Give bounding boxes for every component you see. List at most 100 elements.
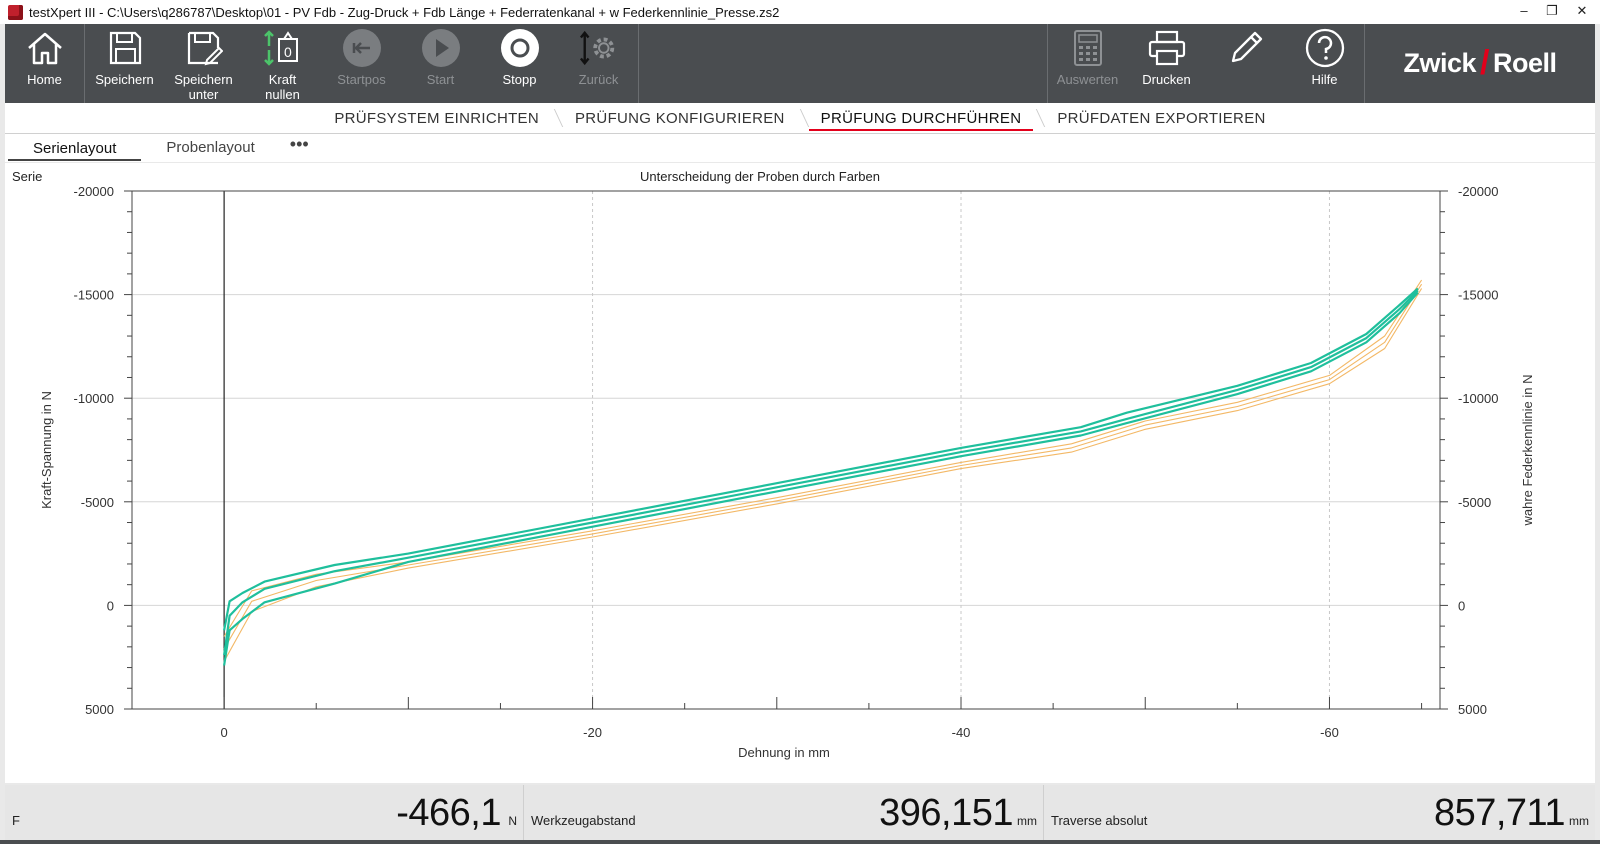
home-icon xyxy=(25,28,65,68)
x-tick-label: -20 xyxy=(583,725,602,740)
zero-force-button[interactable]: 0 Kraft nullen xyxy=(243,24,322,103)
maximize-button[interactable]: ❐ xyxy=(1546,3,1558,18)
status-force-cell: F -466,1 N xyxy=(5,785,524,840)
back-button[interactable]: Zurück xyxy=(559,24,638,103)
x-tick-label: -60 xyxy=(1320,725,1339,740)
brand-left: Zwick xyxy=(1403,48,1477,78)
y2-tick-label: -20000 xyxy=(1458,184,1498,199)
force-label: F xyxy=(12,813,20,828)
help-button[interactable]: Hilfe xyxy=(1285,24,1364,103)
stop-label: Stopp xyxy=(502,72,537,87)
y-axis-label: Kraft-Spannung in N xyxy=(39,391,54,509)
force-value: -466,1 xyxy=(396,792,501,834)
tab-setup-system[interactable]: PRÜFSYSTEM EINRICHTEN xyxy=(316,103,557,133)
return-gear-icon xyxy=(579,28,619,68)
y2-tick-label: -10000 xyxy=(1458,391,1498,406)
stop-button[interactable]: Stopp xyxy=(480,24,559,103)
status-tool-distance-cell: Werkzeugabstand 396,151 mm xyxy=(524,785,1044,840)
back-label: Zurück xyxy=(578,72,619,87)
start-button[interactable]: Start xyxy=(401,24,480,103)
more-tabs-button[interactable]: ••• xyxy=(289,134,309,154)
y2-axis-label: wahre Federkennlinie in N xyxy=(1520,374,1535,526)
series-line-1 xyxy=(223,287,1419,631)
startpos-label: Startpos xyxy=(337,72,386,87)
evaluate-button[interactable]: Auswerten xyxy=(1048,24,1127,103)
series-line-6 xyxy=(223,288,1423,662)
calculator-icon xyxy=(1068,28,1108,68)
tab-export-data[interactable]: PRÜFDATEN EXPORTIEREN xyxy=(1057,110,1266,127)
print-label: Drucken xyxy=(1142,72,1191,87)
title-bar: testXpert III - C:\Users\q286787\Desktop… xyxy=(0,0,1600,24)
layout-tabs: Serienlayout Probenlayout ••• xyxy=(5,134,1595,162)
y2-tick-label: 0 xyxy=(1458,598,1465,613)
main-toolbar: Home Speichern Speichern unter 0 Kraft n… xyxy=(5,24,1595,103)
save-as-label-1: Speichern xyxy=(174,72,233,87)
save-as-icon xyxy=(184,28,224,68)
toolbar-group-output: Auswerten Drucken Hilfe xyxy=(1047,24,1365,103)
help-icon xyxy=(1305,28,1345,68)
tab-specimen-layout[interactable]: Probenlayout xyxy=(166,139,255,156)
x-axis-label: Dehnung in mm xyxy=(738,745,830,760)
close-button[interactable]: ✕ xyxy=(1576,3,1588,18)
tool-distance-unit: mm xyxy=(1017,814,1037,828)
toolbar-group-test: Speichern Speichern unter 0 Kraft nullen… xyxy=(85,24,639,103)
home-label: Home xyxy=(27,72,62,87)
bottom-strip xyxy=(0,840,1600,844)
force-unit: N xyxy=(508,814,517,828)
home-button[interactable]: Home xyxy=(5,24,84,103)
startpos-icon xyxy=(342,28,382,68)
y-tick-label: -10000 xyxy=(74,391,114,406)
svg-text:0: 0 xyxy=(284,44,292,60)
zero-force-label-1: Kraft xyxy=(268,72,297,87)
startpos-button[interactable]: Startpos xyxy=(322,24,401,103)
series-panel-label: Serie xyxy=(12,169,43,184)
crosshead-value: 857,711 xyxy=(1433,792,1566,834)
brand-slash: / xyxy=(1480,44,1489,82)
tool-distance-label: Werkzeugabstand xyxy=(531,813,636,828)
save-as-button[interactable]: Speichern unter xyxy=(164,24,243,103)
brand-right: Roell xyxy=(1492,48,1557,78)
tool-distance-value: 396,151 xyxy=(879,792,1013,834)
y-tick-label: -15000 xyxy=(74,288,114,303)
series-line-4 xyxy=(223,279,1423,637)
chart-title: Unterscheidung der Proben durch Farben xyxy=(640,169,880,184)
series-line-5 xyxy=(223,283,1423,650)
zero-force-label-2: nullen xyxy=(265,87,300,102)
start-label: Start xyxy=(426,72,455,87)
save-button[interactable]: Speichern xyxy=(85,24,164,103)
y2-tick-label: 5000 xyxy=(1458,702,1487,717)
y2-tick-label: -15000 xyxy=(1458,288,1498,303)
printer-icon xyxy=(1147,28,1187,68)
toolbar-spacer xyxy=(639,24,1047,103)
save-icon xyxy=(105,28,145,68)
chart-panel: Serie Unterscheidung der Proben durch Fa… xyxy=(5,163,1595,783)
series-line-2 xyxy=(223,289,1419,656)
stop-icon xyxy=(500,28,540,68)
workflow-tabs: PRÜFSYSTEM EINRICHTEN PRÜFUNG KONFIGURIE… xyxy=(5,103,1595,134)
toolbar-group-home: Home xyxy=(5,24,85,103)
save-as-label-2: unter xyxy=(188,87,219,102)
app-icon xyxy=(8,4,23,20)
play-icon xyxy=(421,28,461,68)
window-title: testXpert III - C:\Users\q286787\Desktop… xyxy=(29,4,780,20)
brand-logo: Zwick / Roell xyxy=(1365,24,1595,103)
crosshead-label: Traverse absolut xyxy=(1051,813,1148,828)
y-tick-label: 0 xyxy=(107,598,114,613)
y-tick-label: 5000 xyxy=(85,702,114,717)
minimize-button[interactable]: – xyxy=(1520,3,1528,18)
help-label: Hilfe xyxy=(1311,72,1338,87)
edit-button[interactable] xyxy=(1206,24,1285,103)
pencil-icon xyxy=(1226,28,1266,68)
tab-series-layout[interactable]: Serienlayout xyxy=(8,135,142,161)
series-line-3 xyxy=(223,291,1419,666)
tab-run-test[interactable]: PRÜFUNG DURCHFÜHREN xyxy=(803,103,1040,133)
print-button[interactable]: Drucken xyxy=(1127,24,1206,103)
chart-canvas[interactable]: -20000 -15000 -10000 -5000 0 5000 -20000 -15000… xyxy=(5,163,1595,783)
save-label: Speichern xyxy=(95,72,154,87)
zero-force-icon: 0 xyxy=(263,28,303,68)
x-tick-label: -40 xyxy=(952,725,971,740)
evaluate-label: Auswerten xyxy=(1056,72,1119,87)
y-tick-label: -20000 xyxy=(74,184,114,199)
tab-configure-test[interactable]: PRÜFUNG KONFIGURIEREN xyxy=(557,103,803,133)
x-tick-label: 0 xyxy=(220,725,227,740)
